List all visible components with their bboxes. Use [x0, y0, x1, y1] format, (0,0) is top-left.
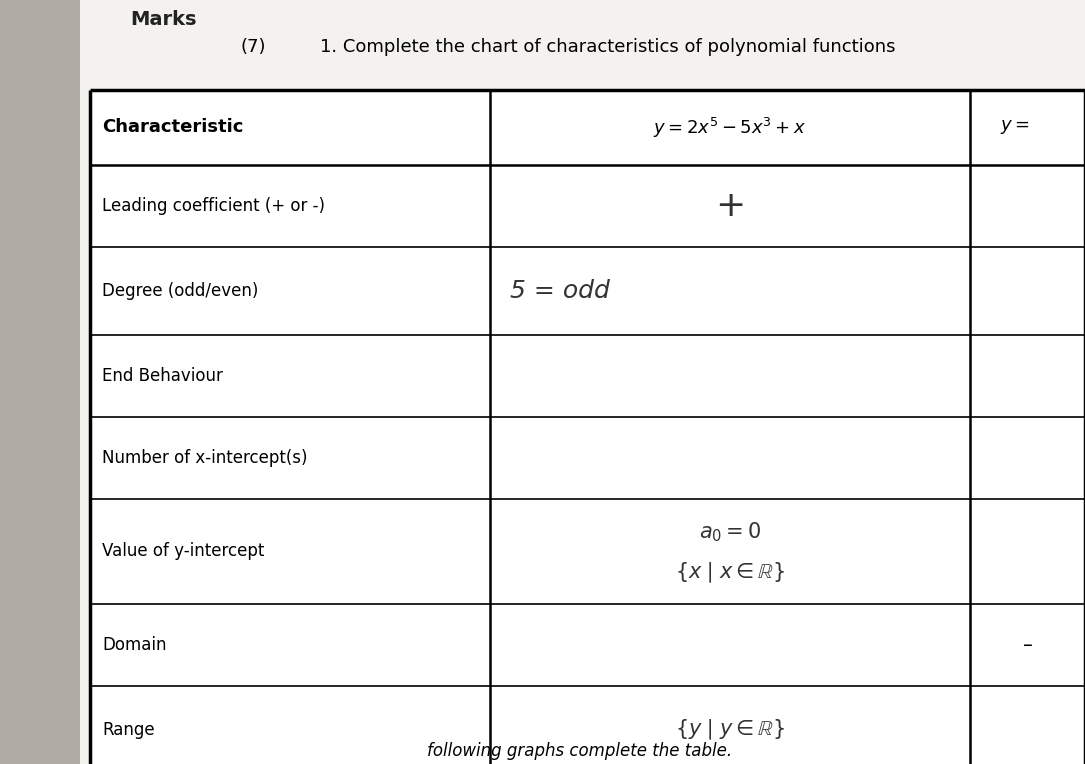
Text: 1. Complete the chart of characteristics of polynomial functions: 1. Complete the chart of characteristics… — [320, 38, 895, 56]
Text: Number of x-intercept(s): Number of x-intercept(s) — [102, 449, 307, 467]
Text: Characteristic: Characteristic — [102, 118, 243, 137]
Text: –: – — [1022, 636, 1033, 655]
Text: Degree (odd/even): Degree (odd/even) — [102, 282, 258, 300]
Text: Leading coefficient (+ or -): Leading coefficient (+ or -) — [102, 197, 326, 215]
Bar — [0, 0, 82, 764]
Text: Domain: Domain — [102, 636, 166, 654]
Text: (7): (7) — [240, 38, 266, 56]
Text: following graphs complete the table.: following graphs complete the table. — [427, 742, 732, 760]
Text: +: + — [715, 189, 745, 223]
Text: $\{y \mid y \in \mathbb{R}\}$: $\{y \mid y \in \mathbb{R}\}$ — [675, 718, 784, 742]
Text: Range: Range — [102, 721, 155, 739]
Text: $a_0 = 0$: $a_0 = 0$ — [699, 521, 761, 545]
Text: $\{x \mid x \in \mathbb{R}\}$: $\{x \mid x \in \mathbb{R}\}$ — [675, 560, 784, 584]
Text: 5 = odd: 5 = odd — [510, 279, 610, 303]
Text: $y =$: $y =$ — [1000, 118, 1030, 137]
Text: End Behaviour: End Behaviour — [102, 367, 222, 385]
Text: Marks: Marks — [130, 10, 196, 29]
Text: $y = 2x^5 - 5x^3 + x$: $y = 2x^5 - 5x^3 + x$ — [653, 115, 806, 140]
Text: Value of y-intercept: Value of y-intercept — [102, 542, 265, 561]
